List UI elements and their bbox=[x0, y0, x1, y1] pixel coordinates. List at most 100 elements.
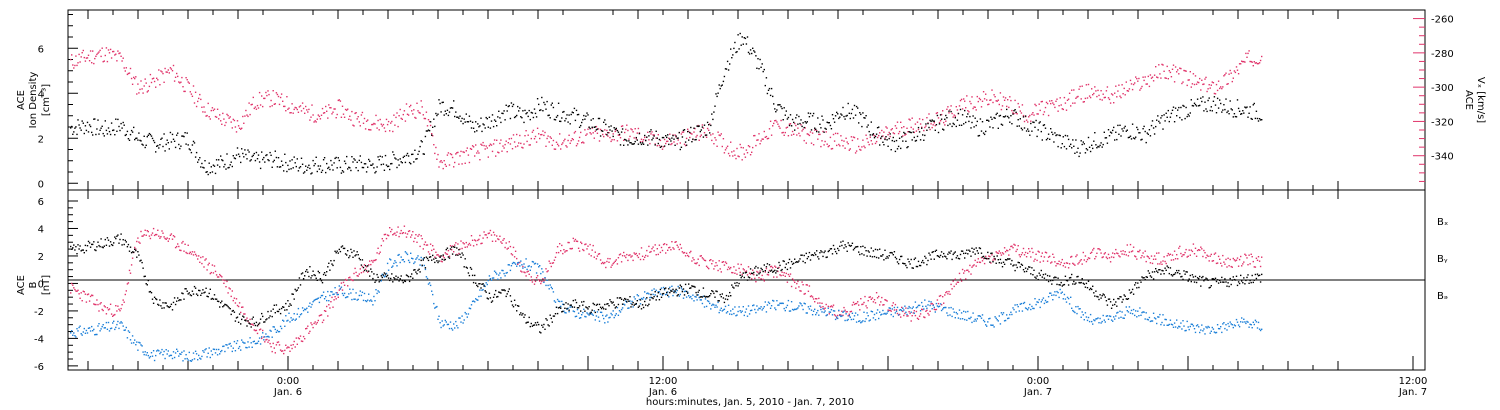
vx-point bbox=[423, 117, 425, 120]
density-point bbox=[1125, 130, 1127, 132]
b-point bbox=[524, 266, 526, 268]
density-point bbox=[95, 133, 97, 136]
b-point bbox=[904, 312, 906, 315]
b-point bbox=[886, 300, 888, 302]
density-point bbox=[225, 168, 227, 170]
b-point bbox=[424, 241, 427, 243]
b-point bbox=[943, 302, 945, 304]
b-point bbox=[160, 305, 162, 307]
b-point bbox=[1054, 261, 1056, 263]
density-point bbox=[554, 119, 557, 121]
vx-point bbox=[128, 72, 131, 74]
b-point bbox=[200, 256, 202, 259]
density-point bbox=[1119, 124, 1121, 126]
bottom-data-points bbox=[70, 225, 1263, 362]
b-point bbox=[1215, 331, 1218, 334]
b-point bbox=[227, 347, 229, 349]
b-point bbox=[737, 263, 739, 265]
b-point bbox=[234, 302, 237, 304]
density-point bbox=[134, 138, 136, 141]
density-point bbox=[1216, 97, 1219, 100]
vx-point bbox=[566, 146, 568, 148]
density-point bbox=[681, 136, 684, 138]
vx-point bbox=[247, 115, 249, 118]
vx-point bbox=[1058, 105, 1060, 107]
b-point bbox=[253, 340, 255, 342]
vx-point bbox=[602, 133, 604, 136]
b-point bbox=[763, 280, 765, 282]
b-point bbox=[230, 295, 232, 298]
density-point bbox=[369, 160, 371, 162]
b-point bbox=[422, 258, 424, 260]
vx-point bbox=[339, 100, 342, 102]
b-point bbox=[810, 309, 813, 311]
vx-point bbox=[611, 139, 613, 141]
density-point bbox=[763, 68, 765, 71]
b-point bbox=[318, 315, 321, 317]
vx-point bbox=[827, 145, 829, 148]
vx-point bbox=[1156, 76, 1158, 78]
density-point bbox=[1224, 108, 1226, 111]
b-point bbox=[185, 354, 187, 356]
b-point bbox=[1182, 320, 1184, 322]
vx-point bbox=[1057, 110, 1059, 112]
b-point bbox=[659, 251, 662, 254]
b-point bbox=[282, 319, 284, 321]
b-point bbox=[507, 247, 509, 249]
b-point bbox=[1152, 258, 1155, 260]
vx-point bbox=[466, 147, 468, 149]
b-point bbox=[492, 231, 495, 234]
b-point bbox=[1177, 327, 1179, 329]
b-point bbox=[820, 308, 822, 311]
density-point bbox=[70, 127, 72, 129]
density-point bbox=[604, 119, 606, 121]
b-point bbox=[93, 328, 95, 331]
b-point bbox=[821, 302, 823, 304]
density-point bbox=[356, 161, 358, 163]
density-point bbox=[1112, 129, 1114, 132]
vx-point bbox=[596, 132, 599, 134]
b-point bbox=[583, 249, 585, 252]
density-point bbox=[669, 138, 671, 140]
vx-point bbox=[470, 148, 473, 150]
density-point bbox=[504, 119, 506, 121]
vx-point bbox=[1009, 96, 1011, 98]
b-point bbox=[1182, 254, 1184, 256]
b-point bbox=[611, 314, 613, 316]
b-point bbox=[80, 292, 82, 294]
b-point bbox=[159, 299, 161, 301]
b-point bbox=[545, 284, 547, 287]
b-point bbox=[228, 307, 230, 309]
vx-point bbox=[304, 112, 306, 114]
vx-point bbox=[428, 120, 431, 123]
density-point bbox=[637, 143, 640, 145]
density-point bbox=[956, 119, 959, 121]
b-point bbox=[539, 265, 541, 267]
density-point bbox=[549, 117, 551, 119]
b-point bbox=[857, 314, 859, 316]
b-point bbox=[730, 310, 732, 312]
b-point bbox=[309, 302, 311, 304]
b-point bbox=[790, 301, 793, 303]
density-point bbox=[139, 139, 141, 142]
b-point bbox=[554, 256, 557, 258]
b-point bbox=[548, 260, 550, 262]
b-point bbox=[463, 319, 465, 321]
vx-point bbox=[615, 129, 617, 131]
b-point bbox=[98, 244, 100, 247]
vx-point bbox=[650, 133, 652, 135]
vx-point bbox=[313, 121, 315, 123]
density-point bbox=[163, 133, 165, 135]
density-point bbox=[1102, 143, 1104, 146]
b-point bbox=[929, 304, 931, 307]
b-point bbox=[133, 342, 135, 344]
b-point bbox=[458, 317, 460, 319]
b-point bbox=[377, 290, 379, 292]
density-point bbox=[583, 114, 585, 117]
density-point bbox=[76, 133, 78, 136]
b-point bbox=[1077, 263, 1079, 265]
vx-point bbox=[463, 151, 465, 154]
b-point bbox=[236, 340, 239, 342]
density-point bbox=[857, 107, 859, 109]
density-point bbox=[884, 138, 886, 141]
